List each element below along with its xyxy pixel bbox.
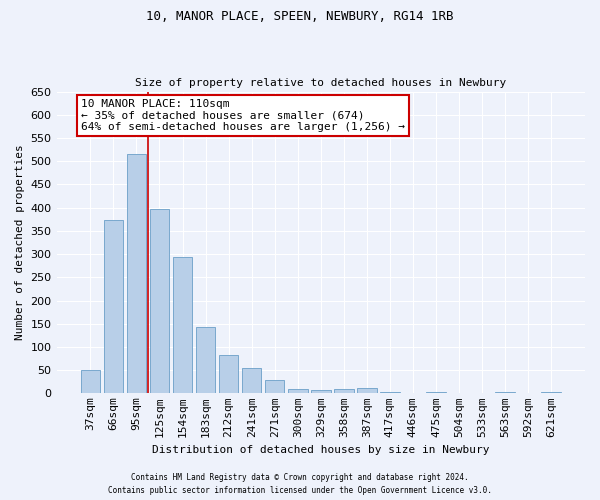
Bar [265, 380, 284, 394]
Text: Contains HM Land Registry data © Crown copyright and database right 2024.
Contai: Contains HM Land Registry data © Crown c… [108, 474, 492, 495]
Bar [104, 220, 123, 394]
Bar [80, 370, 100, 394]
Bar [311, 390, 331, 394]
Bar [149, 208, 169, 394]
Bar [127, 154, 146, 394]
Bar [380, 392, 400, 394]
Text: 10 MANOR PLACE: 110sqm
← 35% of detached houses are smaller (674)
64% of semi-de: 10 MANOR PLACE: 110sqm ← 35% of detached… [81, 98, 405, 132]
Bar [219, 356, 238, 394]
Text: 10, MANOR PLACE, SPEEN, NEWBURY, RG14 1RB: 10, MANOR PLACE, SPEEN, NEWBURY, RG14 1R… [146, 10, 454, 23]
Bar [196, 328, 215, 394]
Bar [288, 388, 308, 394]
Bar [242, 368, 262, 394]
X-axis label: Distribution of detached houses by size in Newbury: Distribution of detached houses by size … [152, 445, 490, 455]
Bar [541, 392, 561, 394]
Bar [496, 392, 515, 394]
Y-axis label: Number of detached properties: Number of detached properties [15, 144, 25, 340]
Title: Size of property relative to detached houses in Newbury: Size of property relative to detached ho… [135, 78, 506, 88]
Bar [426, 392, 446, 394]
Bar [173, 258, 193, 394]
Bar [357, 388, 377, 394]
Bar [334, 388, 353, 394]
